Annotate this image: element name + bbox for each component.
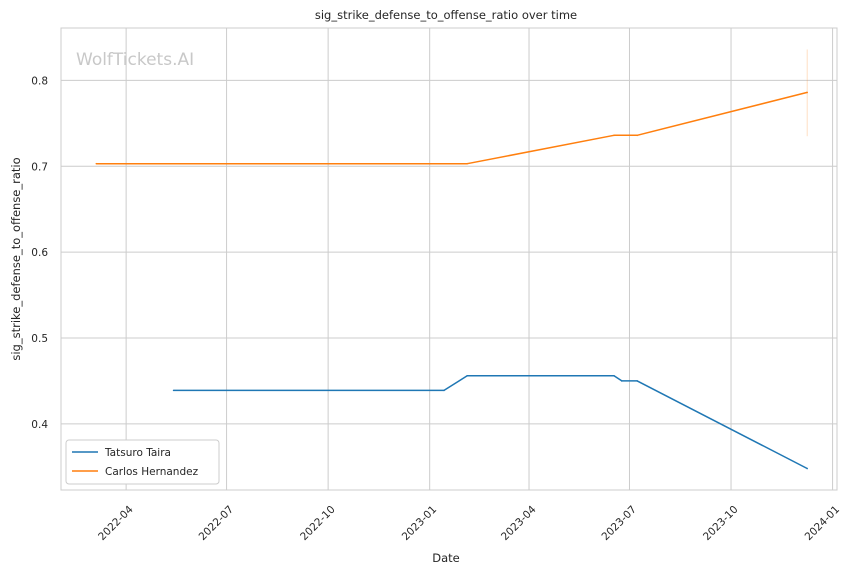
y-tick-label: 0.8 <box>31 75 48 87</box>
data-point-carlos-hernandez <box>636 134 639 137</box>
x-tick-label: 2023-01 <box>400 504 440 544</box>
data-point-tatsuro-taira <box>636 380 639 382</box>
legend-label-carlos-hernandez: Carlos Hernandez <box>105 466 199 478</box>
data-point-tatsuro-taira <box>613 374 615 377</box>
legend-box <box>65 439 220 485</box>
y-axis-label: sig_strike_defense_to_offense_ratio <box>9 157 23 360</box>
legend-label-tatsuro-taira: Tatsuro Taira <box>104 447 171 459</box>
data-point-tatsuro-taira <box>443 389 445 392</box>
data-point-carlos-hernandez <box>806 91 808 94</box>
y-tick-label: 0.7 <box>31 161 48 173</box>
y-tick-label: 0.4 <box>31 419 48 431</box>
series-layer <box>95 49 808 470</box>
data-point-tatsuro-taira <box>620 380 623 382</box>
x-tick-label: 2024-01 <box>803 504 843 544</box>
x-tick-labels: 2022-04 2022-07 2022-10 2023-01 2023-04 2023-… <box>96 503 842 543</box>
x-axis-label: Date <box>432 551 460 565</box>
chart-title: sig_strike_defense_to_offense_ratio over… <box>315 8 577 22</box>
x-tick-label: 2022-04 <box>96 503 136 543</box>
data-point-tatsuro-taira <box>172 389 175 392</box>
x-tick-label: 2023-04 <box>499 503 539 543</box>
x-gridlines <box>125 28 834 490</box>
x-tick-label: 2022-07 <box>197 504 237 544</box>
x-tick-label: 2022-10 <box>298 504 338 544</box>
data-point-tatsuro-taira <box>466 374 469 377</box>
y-tick-label: 0.6 <box>31 247 48 259</box>
x-tick-label: 2023-07 <box>600 504 640 544</box>
y-tick-label: 0.5 <box>31 333 48 345</box>
data-point-tatsuro-taira <box>806 467 808 470</box>
data-point-carlos-hernandez <box>613 134 615 137</box>
x-tick-label: 2023-10 <box>701 504 741 544</box>
y-gridlines <box>61 79 837 425</box>
data-point-carlos-hernandez <box>466 162 469 165</box>
watermark-text: WolfTickets.AI <box>76 50 194 70</box>
plot-area <box>60 27 838 491</box>
y-tick-labels: 0.4 0.5 0.6 0.7 0.8 <box>31 75 48 430</box>
data-point-carlos-hernandez <box>95 162 98 165</box>
legend: Tatsuro Taira Carlos Hernandez <box>65 439 220 485</box>
